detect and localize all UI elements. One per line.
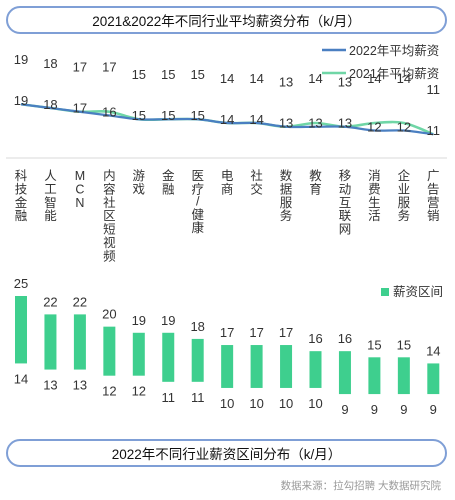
range-min-label-8: 10 xyxy=(249,396,263,411)
range-bar-5 xyxy=(162,332,175,382)
category-label-14: 广告营销 xyxy=(427,169,440,223)
range-bar-10 xyxy=(309,351,322,388)
label-2022-4: 15 xyxy=(132,108,146,123)
range-max-label-2: 22 xyxy=(73,294,87,309)
range-bar-14 xyxy=(427,363,440,395)
range-max-label-0: 25 xyxy=(14,276,28,291)
label-2022-10: 13 xyxy=(308,116,322,131)
range-bar-6 xyxy=(191,338,204,382)
label-2021-6: 15 xyxy=(190,67,204,82)
label-2022-3: 16 xyxy=(102,104,116,119)
category-label-5: 金融 xyxy=(162,168,175,196)
category-label-7: 电商 xyxy=(221,169,234,196)
category-label-8: 社交 xyxy=(250,168,263,196)
range-min-label-0: 14 xyxy=(14,371,28,386)
category-label-12: 消费生活 xyxy=(368,169,381,223)
range-min-label-6: 11 xyxy=(191,390,205,405)
range-max-label-10: 16 xyxy=(308,331,322,346)
range-min-label-9: 10 xyxy=(279,396,293,411)
range-bar-9 xyxy=(280,345,293,388)
label-2021-1: 18 xyxy=(43,56,57,71)
label-2022-12: 12 xyxy=(367,119,381,134)
range-max-label-4: 19 xyxy=(132,313,146,328)
range-min-label-13: 9 xyxy=(400,402,407,417)
range-min-label-5: 11 xyxy=(162,390,176,405)
label-2022-14: 11 xyxy=(427,123,441,138)
range-max-label-7: 17 xyxy=(220,325,234,340)
range-max-label-3: 20 xyxy=(102,307,116,322)
range-max-label-8: 17 xyxy=(249,325,263,340)
label-2021-4: 15 xyxy=(132,67,146,82)
category-label-1: 人工智能 xyxy=(44,169,57,223)
label-2022-7: 14 xyxy=(220,112,234,127)
range-min-label-14: 9 xyxy=(430,402,437,417)
line-2022 xyxy=(20,103,434,136)
range-max-label-6: 18 xyxy=(190,319,204,334)
category-label-3: 内容社区短视频 xyxy=(103,169,116,263)
label-2021-0: 19 xyxy=(14,52,28,67)
category-label-0: 科技金融 xyxy=(15,169,28,223)
range-min-label-10: 10 xyxy=(308,396,322,411)
label-2022-9: 13 xyxy=(279,116,293,131)
range-chart-title: 2022年不同行业薪资区间分布（k/月） xyxy=(6,439,447,467)
range-min-label-1: 13 xyxy=(43,378,57,393)
category-label-11: 移动互联网 xyxy=(339,169,352,237)
legend-2021: 2021年平均薪资 xyxy=(349,67,439,81)
range-bar-8 xyxy=(250,345,263,388)
range-min-label-3: 12 xyxy=(102,384,116,399)
label-2021-9: 13 xyxy=(279,75,293,90)
label-2021-7: 14 xyxy=(220,71,234,86)
range-bar-2 xyxy=(73,314,86,370)
category-label-10: 教育 xyxy=(309,168,322,196)
label-2022-13: 12 xyxy=(397,119,411,134)
label-2021-8: 14 xyxy=(249,71,263,86)
range-bar-1 xyxy=(44,314,57,370)
legend-swatch-range xyxy=(381,288,389,296)
legend-range: 薪资区间 xyxy=(393,285,443,299)
range-min-label-4: 12 xyxy=(132,384,146,399)
label-2021-11: 13 xyxy=(338,75,352,90)
label-2022-6: 15 xyxy=(190,108,204,123)
range-bar-4 xyxy=(132,332,145,376)
range-max-label-11: 16 xyxy=(338,331,352,346)
range-bar-11 xyxy=(338,351,351,395)
range-min-label-11: 9 xyxy=(341,402,348,417)
range-bar-13 xyxy=(397,357,410,395)
range-bar-7 xyxy=(221,345,234,388)
label-2021-2: 17 xyxy=(73,60,87,75)
range-max-label-5: 19 xyxy=(161,313,175,328)
range-max-label-12: 15 xyxy=(367,337,381,352)
label-2022-2: 17 xyxy=(73,101,87,116)
label-2022-0: 19 xyxy=(14,93,28,108)
range-max-label-14: 14 xyxy=(426,343,440,358)
range-max-label-13: 15 xyxy=(397,337,411,352)
category-label-9: 数据服务 xyxy=(280,168,293,223)
label-2022-11: 13 xyxy=(338,116,352,131)
line-chart-title: 2021&2022年不同行业平均薪资分布（k/月） xyxy=(6,6,447,34)
category-label-6: 医疗/健康 xyxy=(191,169,204,235)
category-label-13: 企业服务 xyxy=(398,168,411,223)
category-label-4: 游戏 xyxy=(133,169,146,196)
label-2021-13: 14 xyxy=(397,71,411,86)
label-2021-3: 17 xyxy=(102,60,116,75)
label-2021-10: 14 xyxy=(308,71,322,86)
label-2022-1: 18 xyxy=(43,97,57,112)
label-2022-8: 14 xyxy=(249,112,263,127)
range-bar-0 xyxy=(15,296,27,364)
range-bar-12 xyxy=(368,357,381,395)
range-bar-3 xyxy=(103,326,116,376)
range-min-label-7: 10 xyxy=(220,396,234,411)
range-min-label-12: 9 xyxy=(371,402,378,417)
legend-2022: 2022年平均薪资 xyxy=(349,44,439,58)
label-2021-5: 15 xyxy=(161,67,175,82)
range-max-label-1: 22 xyxy=(43,294,57,309)
range-max-label-9: 17 xyxy=(279,325,293,340)
range-min-label-2: 13 xyxy=(73,378,87,393)
label-2021-12: 14 xyxy=(367,71,381,86)
label-2021-14: 11 xyxy=(427,82,441,97)
label-2022-5: 15 xyxy=(161,108,175,123)
source-note: 数据来源：拉勾招聘 大数据研究院 xyxy=(280,480,441,492)
